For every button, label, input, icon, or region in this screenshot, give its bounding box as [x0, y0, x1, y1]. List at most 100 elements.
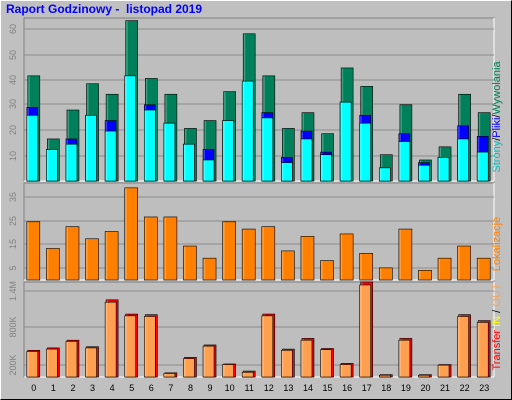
bar-highlight	[321, 155, 323, 181]
y-tick-label: 25	[8, 216, 18, 226]
bar-highlight	[262, 118, 264, 181]
bar-out-1	[46, 348, 58, 378]
x-tick-label: 13	[283, 383, 293, 393]
y-tick-label: 50	[8, 50, 18, 60]
bar-highlight	[379, 268, 382, 280]
bar-highlight	[281, 350, 284, 377]
bar-lokalizacje-8	[183, 245, 197, 281]
x-tick-label: 0	[31, 383, 36, 393]
x-tick-label: 10	[225, 383, 235, 393]
bar-highlight	[458, 139, 460, 181]
bar-strony-18	[378, 167, 391, 182]
bar-lokalizacje-1	[46, 248, 60, 281]
bar-highlight	[164, 373, 166, 377]
bar-out-14	[300, 339, 313, 378]
bar-lokalizacje-13	[281, 250, 295, 281]
bar-highlight	[262, 227, 264, 280]
bar-out-21	[437, 364, 450, 378]
legend-top-item: /	[491, 114, 503, 118]
legend-top-item: /	[491, 137, 503, 141]
bar-lokalizacje-14	[300, 236, 315, 281]
bar-highlight	[340, 234, 343, 280]
y-tick-label: 200K	[8, 354, 18, 375]
plot-area	[23, 281, 495, 378]
bar-highlight	[477, 322, 480, 377]
x-tick-label: 12	[264, 383, 274, 393]
y-tick-label: 5	[8, 265, 18, 270]
bar-out-18	[378, 374, 391, 378]
bar-highlight	[242, 229, 245, 280]
bar-highlight	[301, 139, 303, 181]
x-tick-label: 21	[440, 383, 450, 393]
bar-highlight	[223, 365, 225, 377]
bar-strony-19	[398, 141, 411, 182]
bar-highlight	[418, 165, 421, 181]
bar-highlight	[183, 359, 186, 377]
y-tick-label: 60	[8, 24, 18, 34]
bar-highlight	[203, 160, 206, 181]
legend-middle-item: Lokalizacje	[491, 217, 503, 271]
bar-highlight	[477, 152, 480, 181]
bar-out-16	[339, 364, 352, 378]
bar-highlight	[164, 217, 166, 280]
legend-top-item: Wywolania	[491, 61, 503, 115]
bar-highlight	[301, 236, 303, 280]
legend-bottom-item: /	[491, 307, 503, 316]
bar-lokalizacje-9	[202, 257, 217, 281]
bar-highlight	[46, 248, 49, 280]
bar-highlight	[27, 115, 29, 181]
x-tick-label: 8	[188, 383, 193, 393]
bar-strony-6	[143, 109, 156, 182]
bar-out-4	[104, 301, 117, 378]
bar-highlight	[458, 316, 460, 377]
bar-highlight	[321, 261, 323, 280]
bar-out-19	[398, 339, 411, 378]
bar-highlight	[66, 144, 68, 181]
bar-highlight	[46, 349, 49, 377]
bar-highlight	[262, 316, 264, 377]
bar-lokalizacje-0	[26, 221, 41, 281]
bar-lokalizacje-18	[378, 267, 393, 281]
bar-out-23	[476, 322, 489, 378]
bar-out-15	[320, 349, 332, 378]
x-tick-label: 16	[342, 383, 352, 393]
bar-highlight	[46, 149, 49, 181]
bar-highlight	[242, 81, 245, 181]
x-tick-label: 7	[168, 383, 173, 393]
bar-highlight	[105, 131, 108, 181]
locations-panel: 5 15 25 35	[8, 182, 495, 281]
bar-strony-1	[46, 149, 58, 182]
x-tick-label: 2	[70, 383, 75, 393]
bar-highlight	[144, 217, 147, 280]
legend-bottom-item: Transfer	[491, 330, 503, 371]
bar-highlight	[27, 222, 29, 280]
bar-strony-16	[339, 101, 352, 182]
legend-bottom-item: IN	[491, 316, 503, 327]
legend-bottom: Transfer IN / OUT	[491, 283, 503, 370]
bar-strony-3	[85, 114, 97, 182]
bar-lokalizacje-20	[418, 269, 432, 281]
bar-highlight	[458, 246, 460, 280]
bar-lokalizacje-6	[143, 216, 158, 281]
y-tick-label: 35	[8, 192, 18, 202]
x-tick-label: 17	[362, 383, 372, 393]
bar-strony-17	[359, 122, 372, 182]
bar-lokalizacje-23	[476, 257, 491, 281]
bar-highlight	[183, 246, 186, 280]
bar-out-7	[163, 373, 176, 378]
bar-out-9	[202, 345, 215, 378]
bar-highlight	[203, 346, 206, 377]
bar-highlight	[477, 258, 480, 280]
x-tick-label: 9	[208, 383, 213, 393]
bar-lokalizacje-17	[359, 253, 374, 281]
bar-highlight	[399, 229, 401, 280]
bar-highlight	[125, 188, 127, 280]
bar-out-6	[143, 316, 156, 378]
bar-highlight	[105, 302, 108, 377]
bar-highlight	[125, 316, 127, 377]
x-tick-label: 4	[110, 383, 115, 393]
bar-strony-9	[202, 159, 215, 182]
bar-highlight	[281, 251, 284, 280]
bar-highlight	[399, 142, 401, 181]
x-tick-label: 14	[303, 383, 313, 393]
